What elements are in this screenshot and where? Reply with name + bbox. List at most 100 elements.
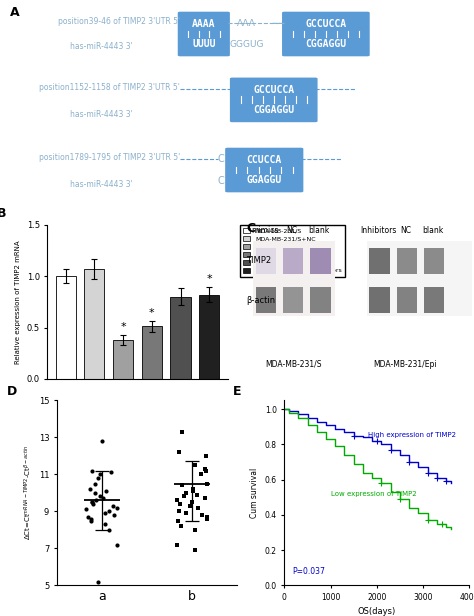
Y-axis label: Cum survival: Cum survival [250, 468, 259, 518]
Bar [113, 340, 133, 379]
Point [106, 525, 113, 535]
Bar [84, 269, 104, 379]
Text: E: E [233, 385, 241, 398]
Point [203, 512, 211, 522]
Text: A: A [9, 6, 19, 19]
Text: has-miR-4443 3': has-miR-4443 3' [70, 110, 133, 120]
Point [396, 494, 404, 504]
Text: D: D [7, 385, 17, 398]
Point [110, 510, 118, 520]
Bar [369, 287, 390, 313]
Point [91, 479, 99, 488]
Point [203, 514, 210, 524]
Text: mimics: mimics [251, 226, 278, 235]
Text: TIMP2: TIMP2 [246, 256, 272, 265]
Point [191, 460, 199, 470]
Text: blank: blank [422, 226, 444, 235]
Text: C: C [246, 222, 255, 235]
FancyBboxPatch shape [230, 78, 318, 122]
Point [94, 473, 101, 483]
Point [82, 505, 90, 514]
Point [105, 506, 112, 516]
Point [198, 510, 206, 520]
Y-axis label: Relative expression of TIMP2 mRNA: Relative expression of TIMP2 mRNA [15, 240, 21, 363]
Point [175, 506, 182, 516]
Text: position39-46 of TIMP2 3'UTR 5': position39-46 of TIMP2 3'UTR 5' [58, 17, 180, 26]
Point [102, 486, 109, 496]
Point [201, 493, 209, 503]
Text: GCCUCCA: GCCUCCA [253, 85, 294, 95]
Point [442, 476, 450, 486]
Point [433, 473, 441, 483]
Point [108, 468, 115, 477]
Point [84, 512, 91, 522]
Legend: MDA-MB-231/S, MDA-MB-231/S+NC, MDA-MB-231/S+mimics, MDA-MB-231/Epi, MDA-MB-231/E: MDA-MB-231/S, MDA-MB-231/S+NC, MDA-MB-23… [240, 225, 345, 277]
Point [88, 497, 95, 507]
Bar [424, 248, 445, 274]
Point [201, 464, 209, 474]
Point [113, 540, 120, 549]
Point [188, 497, 196, 507]
Point [101, 508, 109, 518]
Text: has-miR-4443 3': has-miR-4443 3' [70, 43, 133, 51]
Text: CGGAGGU: CGGAGGU [253, 105, 294, 115]
Text: position1152-1158 of TIMP2 3'UTR 5': position1152-1158 of TIMP2 3'UTR 5' [39, 83, 180, 92]
Text: NC: NC [400, 226, 411, 235]
Text: AAA: AAA [237, 19, 256, 28]
Text: GGGUG: GGGUG [229, 40, 264, 49]
Y-axis label: $\Delta$Ct=Ct$^{mRNA-TIMP2}$-Ct$^{\beta-actin}$: $\Delta$Ct=Ct$^{mRNA-TIMP2}$-Ct$^{\beta-… [22, 445, 33, 540]
Bar [424, 287, 445, 313]
Text: MDA-MB-231/S: MDA-MB-231/S [265, 360, 321, 368]
X-axis label: OS(days): OS(days) [358, 607, 396, 616]
Text: C: C [217, 155, 224, 164]
Point [202, 451, 210, 461]
Point [182, 488, 190, 498]
Point [87, 514, 94, 524]
Point [173, 540, 181, 549]
Point [99, 436, 106, 446]
Point [89, 499, 96, 509]
Text: B: B [0, 207, 7, 220]
Point [86, 484, 94, 494]
Point [175, 447, 182, 457]
Point [94, 577, 101, 586]
Text: GGAGGU: GGAGGU [246, 175, 282, 185]
Point [174, 516, 182, 525]
FancyBboxPatch shape [282, 12, 370, 56]
Bar [367, 241, 472, 317]
Point [350, 431, 357, 440]
Text: Low expression of TIMP2: Low expression of TIMP2 [331, 492, 416, 498]
Bar [283, 287, 303, 313]
Point [424, 468, 431, 477]
Point [405, 457, 413, 467]
Bar [397, 248, 417, 274]
Point [182, 508, 190, 518]
Point [177, 521, 185, 531]
Point [178, 480, 185, 490]
Text: *: * [207, 274, 212, 285]
Text: High expression of TIMP2: High expression of TIMP2 [368, 432, 456, 439]
Text: GCCUCCA: GCCUCCA [305, 19, 346, 29]
Point [378, 478, 385, 488]
Text: *: * [120, 322, 126, 331]
Bar [142, 326, 162, 379]
Point [109, 501, 117, 511]
Point [178, 427, 186, 437]
Point [113, 503, 121, 513]
Point [99, 493, 107, 503]
Point [190, 484, 197, 494]
Point [173, 495, 181, 505]
Point [176, 499, 183, 509]
Point [96, 492, 103, 501]
Text: NC: NC [286, 226, 298, 235]
Text: UUUU: UUUU [192, 39, 216, 49]
Text: Inhibitors: Inhibitors [360, 226, 397, 235]
Point [191, 545, 199, 555]
Text: CGGAGGU: CGGAGGU [305, 39, 346, 49]
Point [92, 495, 100, 505]
Point [88, 466, 96, 476]
Point [189, 486, 196, 496]
Bar [310, 248, 331, 274]
Bar [283, 248, 303, 274]
Text: AAAA: AAAA [192, 19, 216, 29]
